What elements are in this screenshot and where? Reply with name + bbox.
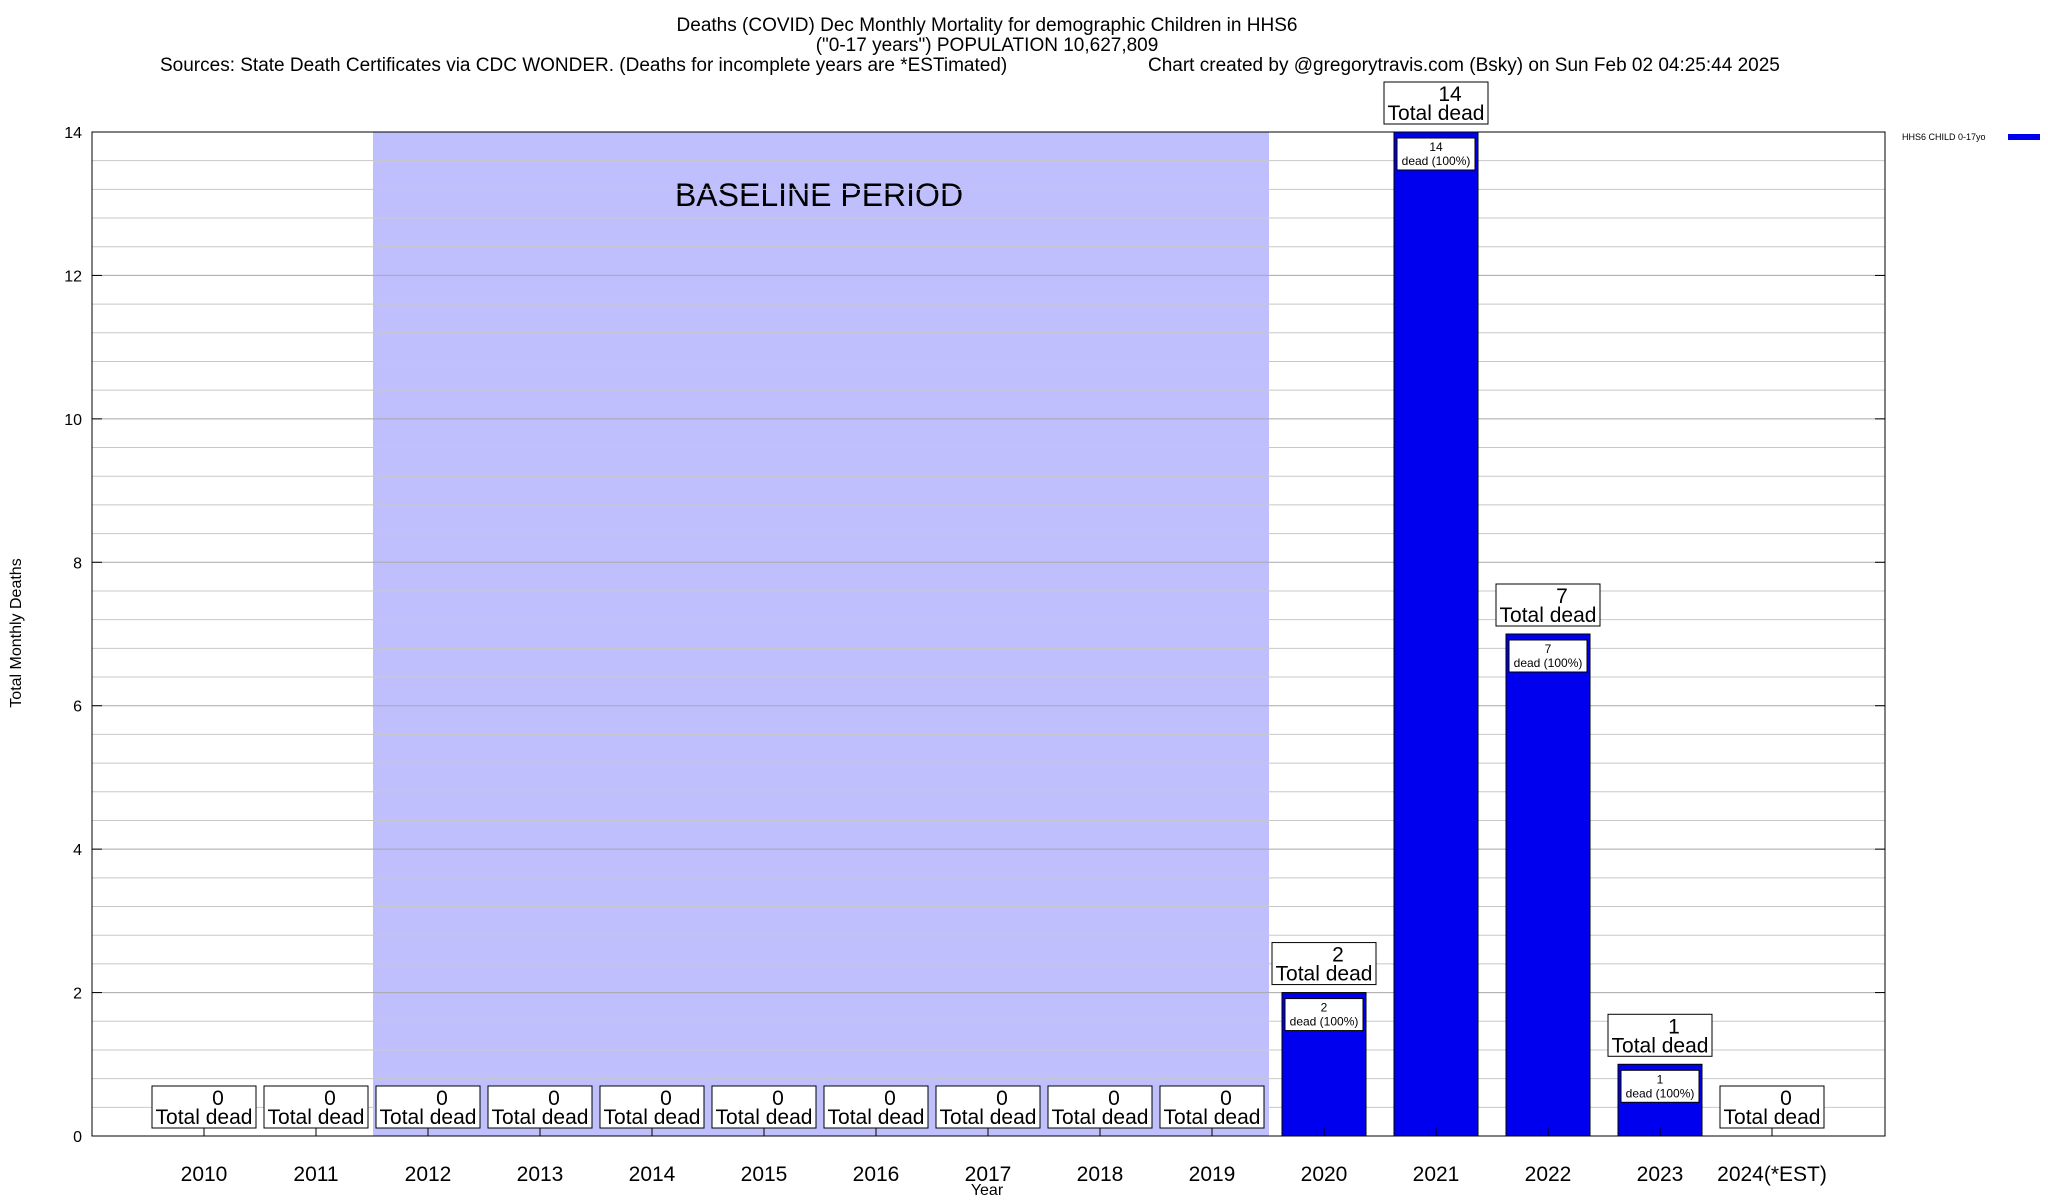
total-label: Total dead: [1500, 604, 1597, 627]
total-label-box: [1495, 583, 1601, 627]
bar-inner-label: dead (100%): [1290, 1015, 1359, 1029]
total-label-box: [263, 1085, 369, 1129]
x-tick-label: 2011: [293, 1163, 338, 1186]
total-value: 7: [1556, 585, 1568, 608]
total-label: Total dead: [380, 1106, 477, 1129]
total-label: Total dead: [1724, 1106, 1821, 1129]
y-tick-label: 14: [64, 125, 82, 142]
y-tick-label: 2: [73, 986, 82, 1003]
x-tick-label: 2019: [1189, 1163, 1236, 1186]
total-value: 0: [996, 1087, 1008, 1110]
legend-label: HHS6 CHILD 0-17yo: [1902, 132, 1986, 142]
total-value: 0: [548, 1087, 560, 1110]
total-label: Total dead: [1276, 963, 1373, 986]
chart-credit: Chart created by @gregorytravis.com (Bsk…: [1148, 55, 1780, 76]
total-label-box: [151, 1085, 257, 1129]
total-label-box: [375, 1085, 481, 1129]
total-label-box: [1047, 1085, 1153, 1129]
total-label-box: [711, 1085, 817, 1129]
total-value: 0: [1780, 1087, 1792, 1110]
total-label-box: [1607, 1013, 1713, 1057]
total-label-box: [487, 1085, 593, 1129]
total-value: 0: [212, 1087, 224, 1110]
total-label: Total dead: [940, 1106, 1037, 1129]
total-label: Total dead: [1612, 1034, 1709, 1057]
bar-inner-label: dead (100%): [1626, 1086, 1695, 1100]
total-label: Total dead: [828, 1106, 925, 1129]
total-label: Total dead: [1388, 102, 1485, 125]
y-axis-label: Total Monthly Deaths: [8, 558, 25, 707]
total-value: 14: [1438, 83, 1462, 106]
x-axis-label: Year: [971, 1182, 1004, 1199]
y-tick-label: 12: [64, 268, 82, 285]
bar-inner-label-box: [1396, 137, 1476, 171]
total-value: 1: [1668, 1015, 1680, 1038]
y-tick-label: 0: [73, 1129, 82, 1146]
x-tick-label: 2010: [181, 1163, 228, 1186]
total-label-box: [599, 1085, 705, 1129]
total-label-box: [1271, 942, 1377, 986]
total-value: 0: [1108, 1087, 1120, 1110]
x-tick-label: 2020: [1301, 1163, 1348, 1186]
total-value: 2: [1332, 944, 1344, 967]
total-value: 0: [660, 1087, 672, 1110]
total-label-box: [1383, 81, 1489, 125]
chart-subtitle: ("0-17 years") POPULATION 10,627,809: [816, 35, 1159, 56]
x-tick-label: 2015: [741, 1163, 788, 1186]
bar-inner-value: 1: [1657, 1072, 1664, 1086]
bar-inner-value: 2: [1321, 1001, 1328, 1015]
x-tick-label: 2022: [1525, 1163, 1572, 1186]
source-note: Sources: State Death Certificates via CD…: [160, 55, 1007, 76]
total-value: 0: [436, 1087, 448, 1110]
x-tick-label: 2013: [517, 1163, 564, 1186]
bar-inner-label-box: [1620, 1069, 1700, 1103]
bar-inner-label-box: [1508, 639, 1588, 673]
bar-inner-value: 7: [1545, 642, 1552, 656]
x-tick-label: 2018: [1077, 1163, 1124, 1186]
baseline-period-band: [373, 132, 1269, 1136]
total-value: 0: [324, 1087, 336, 1110]
total-value: 0: [772, 1087, 784, 1110]
total-label: Total dead: [156, 1106, 253, 1129]
total-label: Total dead: [492, 1106, 589, 1129]
chart-title: Deaths (COVID) Dec Monthly Mortality for…: [677, 15, 1298, 36]
y-tick-label: 6: [73, 699, 82, 716]
x-tick-label: 2014: [629, 1163, 676, 1186]
total-label: Total dead: [1052, 1106, 1149, 1129]
total-label-box: [1719, 1085, 1825, 1129]
y-tick-label: 8: [73, 555, 82, 572]
bar: [1505, 633, 1591, 1137]
bar-inner-label: dead (100%): [1514, 656, 1583, 670]
bar-inner-value: 14: [1429, 140, 1443, 154]
x-tick-label: 2024(*EST): [1717, 1163, 1827, 1186]
y-tick-label: 4: [73, 842, 82, 859]
x-tick-label: 2016: [853, 1163, 900, 1186]
bar-inner-label: dead (100%): [1402, 154, 1471, 168]
x-tick-label: 2012: [405, 1163, 452, 1186]
bar: [1393, 131, 1479, 1137]
total-label: Total dead: [604, 1106, 701, 1129]
plot-border: [91, 131, 1886, 1137]
total-label: Total dead: [716, 1106, 813, 1129]
total-label: Total dead: [1164, 1106, 1261, 1129]
legend-swatch: [2008, 134, 2040, 140]
total-value: 0: [1220, 1087, 1232, 1110]
total-label-box: [823, 1085, 929, 1129]
total-label: Total dead: [268, 1106, 365, 1129]
total-label-box: [935, 1085, 1041, 1129]
bar-inner-label-box: [1284, 998, 1364, 1032]
x-tick-label: 2021: [1413, 1163, 1460, 1186]
y-tick-label: 10: [64, 412, 82, 429]
total-value: 0: [884, 1087, 896, 1110]
x-tick-label: 2023: [1637, 1163, 1684, 1186]
x-tick-label: 2017: [965, 1163, 1012, 1186]
baseline-period-label: BASELINE PERIOD: [675, 177, 963, 213]
